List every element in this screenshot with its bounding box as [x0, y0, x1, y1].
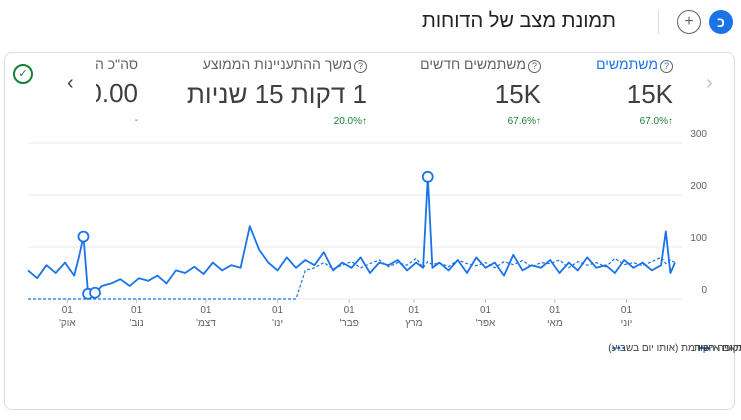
x-tick-sublabel: מאי — [547, 318, 563, 329]
legend-label: מותאם אישית — [694, 343, 741, 354]
metric-label: סה"כ ה — [96, 56, 138, 72]
x-tick-label: 01 — [549, 305, 561, 316]
header: כ + תמונת מצב של הדוחות — [0, 0, 741, 44]
prev-arrow[interactable]: ‹ — [67, 72, 74, 94]
metric-value: 0.00 — [96, 78, 138, 108]
add-button[interactable]: + — [677, 10, 701, 34]
x-tick-sublabel: דצמ' — [196, 318, 216, 329]
x-tick-label: 01 — [344, 305, 356, 316]
metric-value: 15K — [494, 79, 541, 109]
series-line — [28, 256, 676, 300]
metric[interactable]: ?משתמשים 15K ↑67.0% — [553, 56, 673, 127]
metric-change: 20.0% — [333, 116, 362, 127]
metric-value: 15K — [626, 79, 673, 109]
point-marker — [89, 286, 101, 299]
x-tick-label: 01 — [408, 305, 420, 316]
series-line — [27, 175, 676, 295]
metric-label: משתמשים חדשים — [420, 56, 526, 72]
x-tick-sublabel: אפר' — [476, 318, 496, 329]
point-marker — [77, 230, 90, 243]
x-tick-sublabel: ינו' — [272, 318, 283, 329]
metric[interactable]: ?משך ההתעניינות הממוצע 1 דקות 15 שניות ↑… — [177, 56, 367, 127]
x-tick-sublabel: יוני — [621, 318, 633, 329]
separator — [658, 10, 659, 34]
metric-change: 67.6% — [507, 116, 536, 127]
metric-change: - — [134, 115, 138, 126]
y-tick-label: 300 — [690, 129, 707, 140]
metric-label: משך ההתעניינות הממוצע — [202, 56, 352, 72]
metric-change: 67.0% — [639, 116, 668, 127]
metric[interactable]: סה"כ ה 0.00 - — [96, 56, 138, 126]
metric-value: 1 דקות 15 שניות — [186, 79, 367, 109]
x-tick-label: 01 — [131, 305, 143, 316]
avatar[interactable]: כ — [709, 10, 733, 34]
point-marker — [421, 170, 434, 183]
x-tick-sublabel: אוק' — [59, 318, 76, 329]
x-tick-label: 01 — [200, 305, 212, 316]
metric[interactable]: ?משתמשים חדשים 15K ↑67.6% — [401, 56, 541, 127]
x-tick-label: 01 — [621, 305, 633, 316]
x-tick-label: 01 — [480, 305, 492, 316]
next-arrow[interactable]: › — [706, 72, 713, 94]
y-tick-label: 200 — [690, 181, 707, 192]
status-icon[interactable]: ✓ — [13, 64, 33, 84]
x-tick-sublabel: נוב' — [129, 318, 143, 329]
x-tick-label: 01 — [62, 305, 74, 316]
card — [4, 52, 735, 410]
y-tick-label: 0 — [701, 285, 707, 296]
legend-label: התקופה הקודמת (אותו יום בשבוע) — [608, 343, 741, 354]
metric-label: משתמשים — [596, 56, 658, 72]
x-tick-sublabel: מרץ — [405, 318, 422, 329]
x-tick-sublabel: פבר' — [340, 318, 359, 329]
page-title: תמונת מצב של הדוחות — [422, 10, 616, 32]
y-tick-label: 100 — [690, 233, 707, 244]
x-tick-label: 01 — [272, 305, 284, 316]
